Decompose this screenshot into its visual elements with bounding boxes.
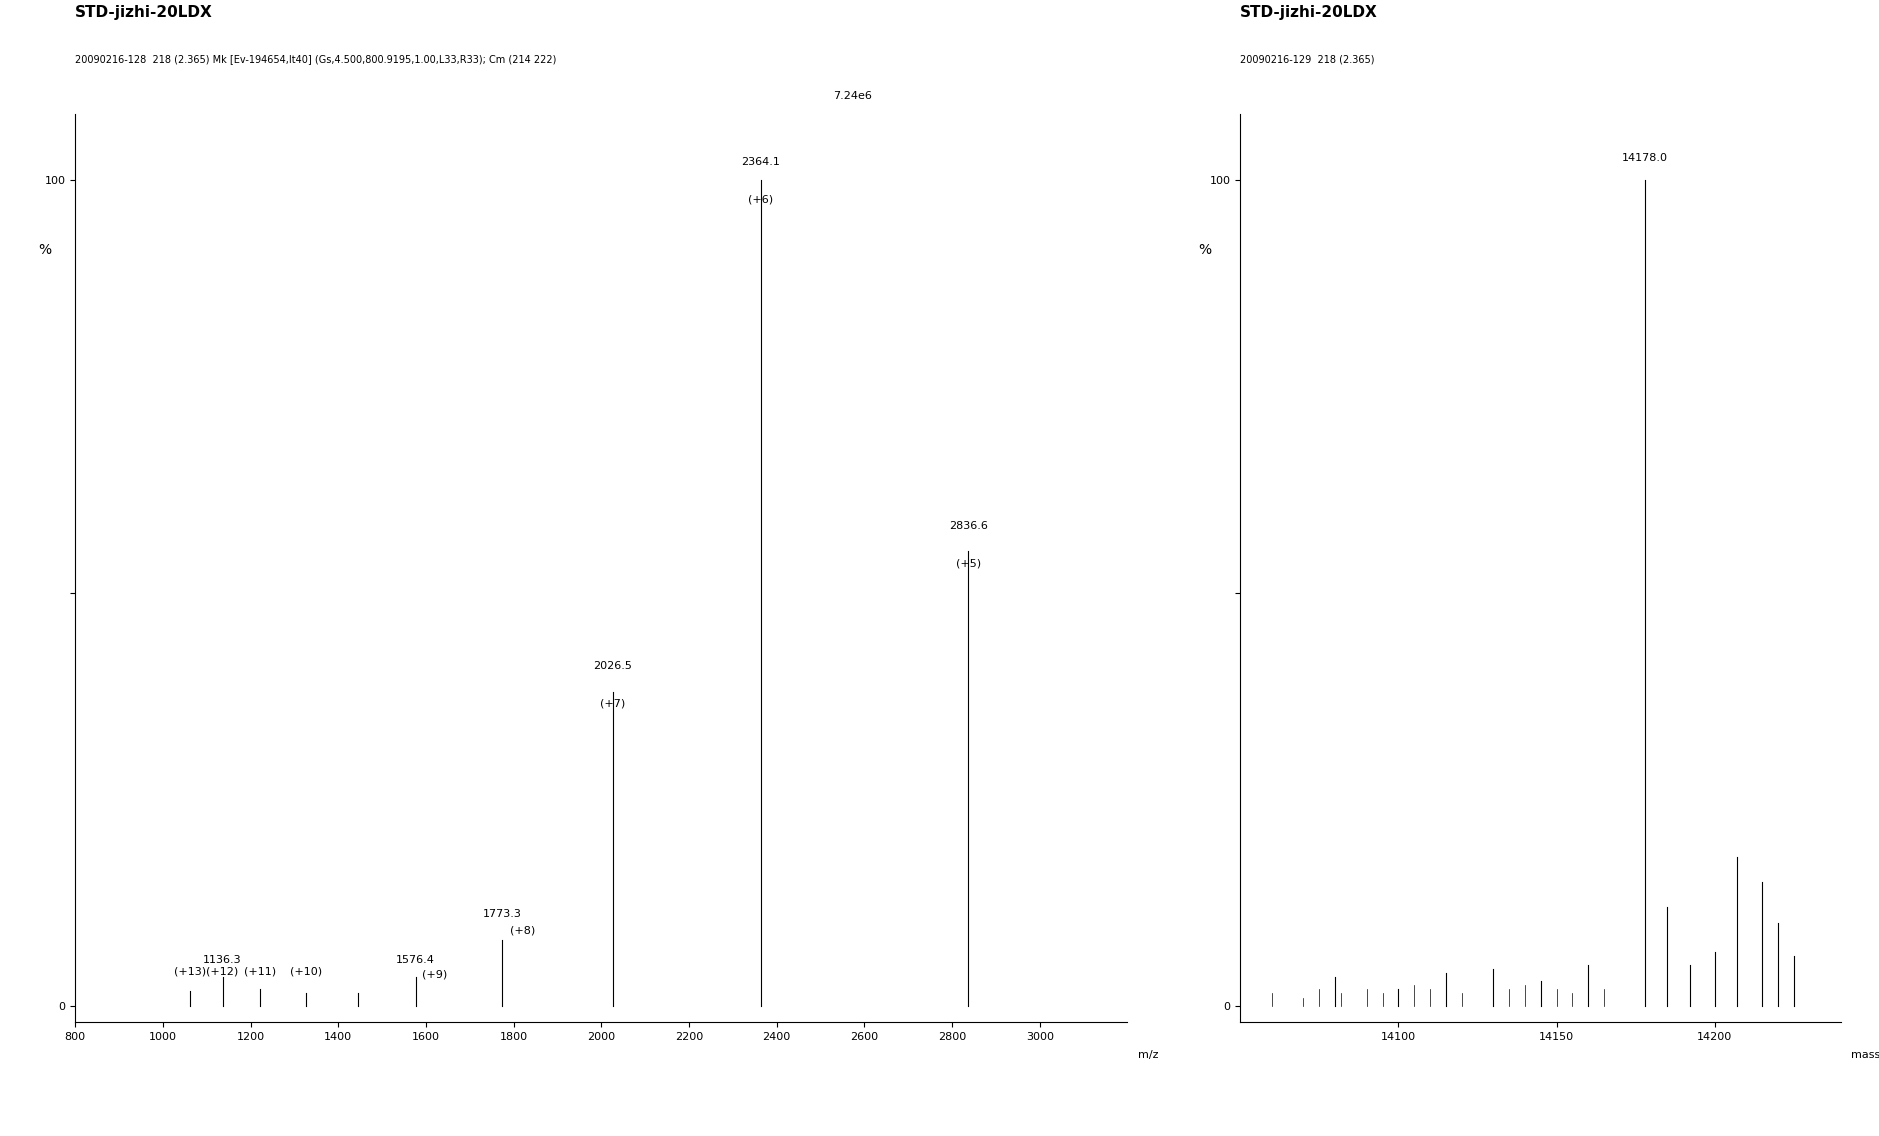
Text: 2026.5: 2026.5 — [594, 661, 633, 671]
Text: 14178.0: 14178.0 — [1622, 153, 1669, 164]
Text: (+6): (+6) — [748, 194, 774, 204]
Text: (+7): (+7) — [599, 699, 626, 709]
Text: (+12): (+12) — [207, 967, 239, 977]
Text: 1136.3: 1136.3 — [203, 954, 242, 964]
Text: 1773.3: 1773.3 — [483, 909, 520, 919]
Text: 20090216-129  218 (2.365): 20090216-129 218 (2.365) — [1240, 55, 1375, 65]
Text: (+11): (+11) — [244, 967, 276, 977]
X-axis label: mass: mass — [1851, 1050, 1879, 1060]
Text: (+8): (+8) — [509, 926, 536, 936]
Text: 1576.4: 1576.4 — [396, 954, 436, 964]
X-axis label: m/z: m/z — [1139, 1050, 1159, 1060]
Text: (+9): (+9) — [423, 969, 447, 979]
Text: %: % — [1199, 243, 1212, 257]
Text: 2364.1: 2364.1 — [742, 157, 780, 167]
Text: (+10): (+10) — [289, 967, 323, 977]
Text: STD-jizhi-20LDX: STD-jizhi-20LDX — [75, 5, 212, 19]
Text: %: % — [38, 243, 51, 257]
Text: STD-jizhi-20LDX: STD-jizhi-20LDX — [1240, 5, 1377, 19]
Text: 2836.6: 2836.6 — [949, 520, 988, 531]
Text: 7.24e6: 7.24e6 — [832, 91, 872, 101]
Text: (+13): (+13) — [175, 967, 207, 977]
Text: 20090216-128  218 (2.365) Mk [Ev-194654,It40] (Gs,4.500,800.9195,1.00,L33,R33); : 20090216-128 218 (2.365) Mk [Ev-194654,I… — [75, 55, 556, 65]
Text: (+5): (+5) — [956, 558, 981, 568]
